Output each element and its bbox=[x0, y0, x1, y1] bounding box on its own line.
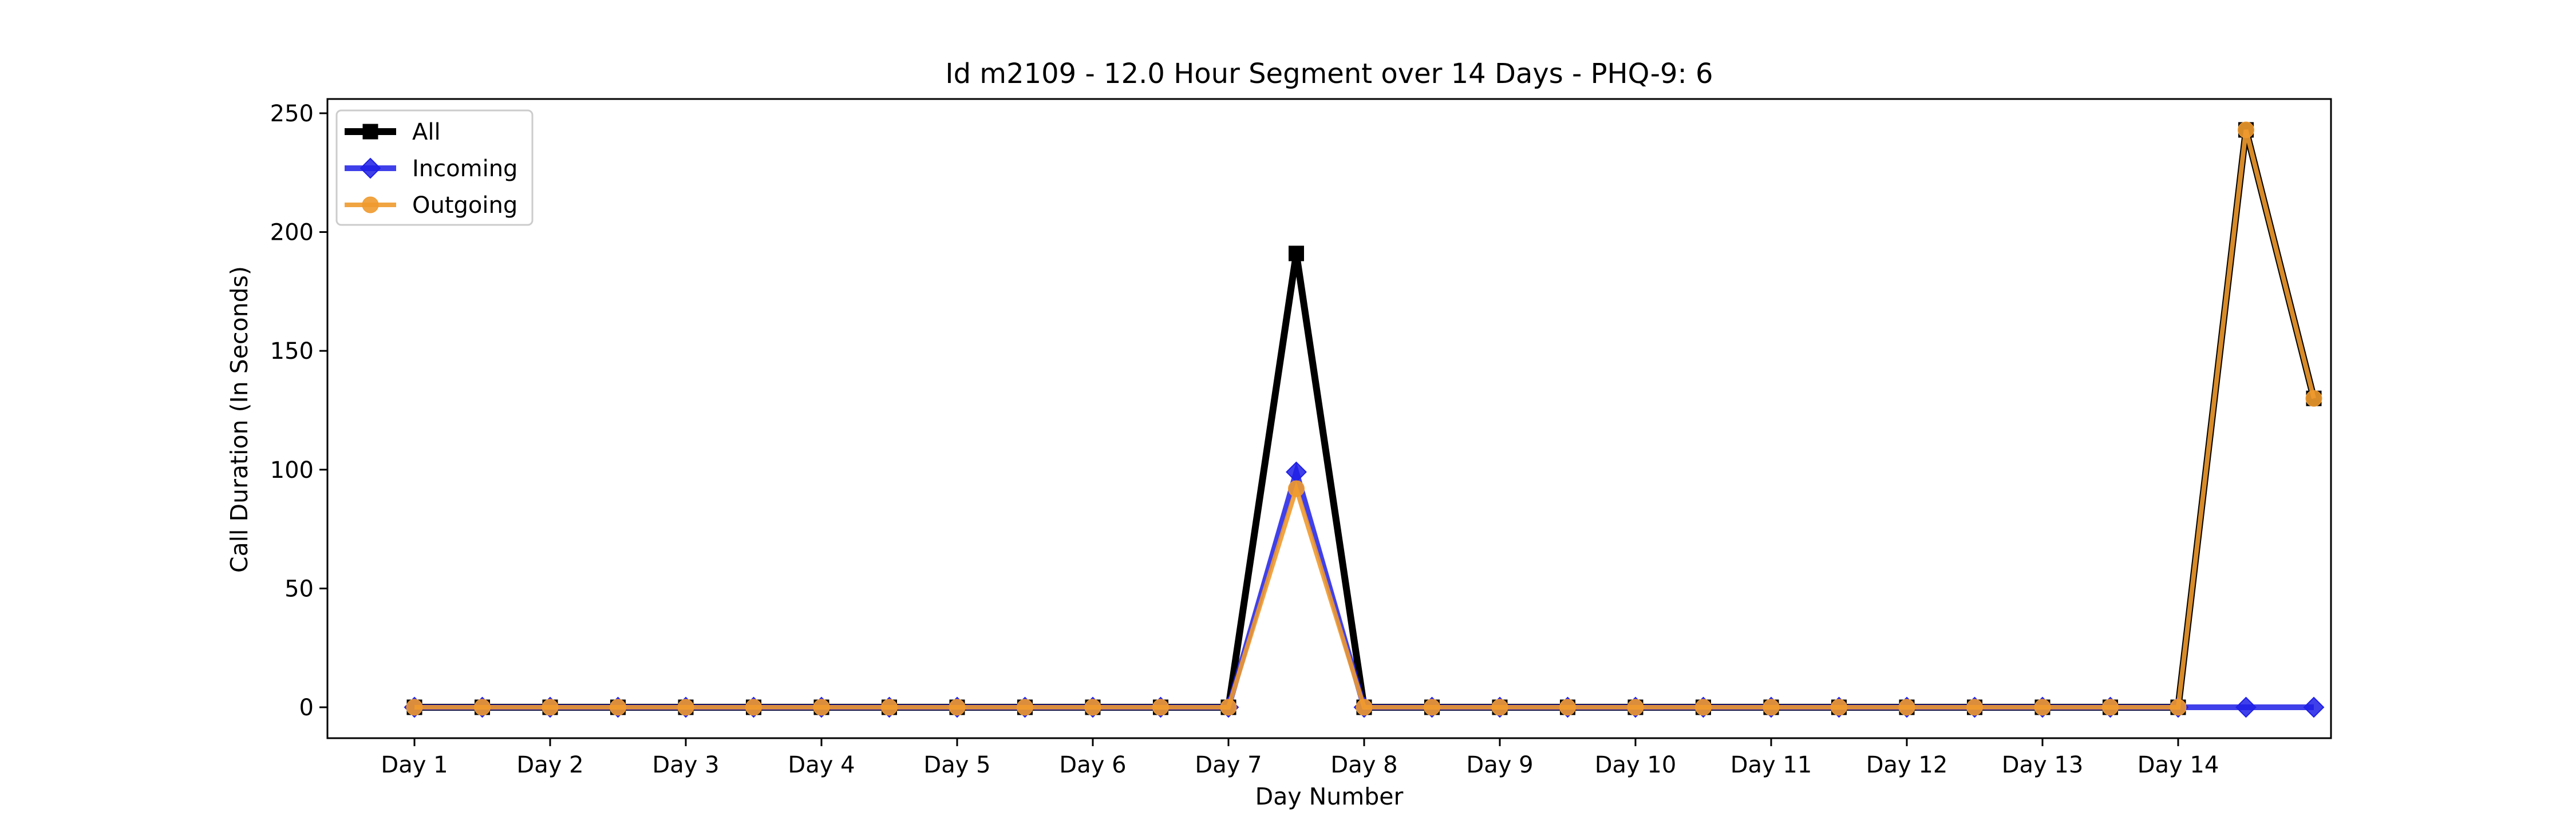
series-line-all bbox=[414, 129, 2317, 711]
data-point-outgoing bbox=[813, 699, 830, 716]
y-tick-label: 150 bbox=[270, 338, 314, 365]
data-point-outgoing bbox=[677, 699, 694, 716]
data-point-outgoing bbox=[745, 699, 762, 716]
legend-box bbox=[335, 109, 534, 226]
axes: 0 50 100 150 200 250 Day 1 Day 2 Day 3 Day 4 Day 5… bbox=[270, 98, 2332, 778]
data-point-outgoing bbox=[2238, 121, 2254, 138]
x-axis-title: Day Number bbox=[1255, 783, 1404, 810]
x-tick-label: Day 2 bbox=[516, 752, 583, 778]
data-point-all bbox=[1289, 245, 1304, 262]
plot-area bbox=[404, 121, 2325, 718]
data-point-outgoing bbox=[1084, 699, 1101, 716]
data-point-outgoing bbox=[1966, 699, 1983, 716]
data-point-outgoing bbox=[1288, 480, 1305, 497]
x-tick-label: Day 3 bbox=[652, 752, 719, 778]
data-point-outgoing bbox=[2305, 390, 2322, 407]
x-tick-label: Day 11 bbox=[1730, 752, 1812, 778]
data-point-incoming bbox=[2303, 696, 2325, 718]
legend-label-all: All bbox=[412, 119, 441, 145]
data-point-outgoing bbox=[1424, 699, 1440, 716]
x-tick-label: Day 9 bbox=[1466, 752, 1533, 778]
data-point-outgoing bbox=[1831, 699, 1847, 716]
series-line-incoming bbox=[414, 461, 2314, 711]
y-tick-label: 50 bbox=[285, 576, 314, 602]
x-tick-label: Day 7 bbox=[1195, 752, 1262, 778]
plot-frame bbox=[326, 98, 2332, 739]
x-tick-label: Day 4 bbox=[788, 752, 855, 778]
x-tick-label: Day 5 bbox=[923, 752, 990, 778]
data-point-outgoing bbox=[1627, 699, 1644, 716]
data-point-outgoing bbox=[2170, 699, 2187, 716]
data-point-outgoing bbox=[1559, 699, 1576, 716]
legend: All Incoming Outgoing bbox=[335, 109, 534, 226]
data-point-outgoing bbox=[2034, 699, 2051, 716]
x-tick-label: Day 10 bbox=[1595, 752, 1677, 778]
data-point-outgoing bbox=[1898, 699, 1915, 716]
data-point-outgoing bbox=[1695, 699, 1712, 716]
data-point-outgoing bbox=[1356, 699, 1373, 716]
x-tick-label: Day 8 bbox=[1330, 752, 1397, 778]
data-point-outgoing bbox=[474, 699, 491, 716]
data-point-outgoing bbox=[2102, 699, 2119, 716]
y-axis-title: Call Duration (In Seconds) bbox=[226, 266, 253, 573]
y-tick-label: 100 bbox=[270, 457, 314, 484]
data-point-incoming bbox=[2235, 696, 2257, 718]
x-tick-label: Day 12 bbox=[1866, 752, 1948, 778]
data-point-outgoing bbox=[881, 699, 898, 716]
data-point-outgoing bbox=[610, 699, 626, 716]
data-point-outgoing bbox=[1220, 699, 1237, 716]
chart-title: Id m2109 - 12.0 Hour Segment over 14 Day… bbox=[945, 58, 1713, 90]
data-point-outgoing bbox=[1017, 699, 1033, 716]
x-tick-label: Day 1 bbox=[381, 752, 448, 778]
x-tick-label: Day 13 bbox=[2002, 752, 2084, 778]
legend-marker-all bbox=[362, 124, 378, 140]
data-point-outgoing bbox=[1152, 699, 1169, 716]
y-tick-label: 0 bbox=[299, 695, 314, 721]
data-point-outgoing bbox=[406, 699, 423, 716]
x-tick-label: Day 14 bbox=[2138, 752, 2219, 778]
data-point-outgoing bbox=[949, 699, 966, 716]
y-tick-label: 250 bbox=[270, 101, 314, 127]
data-point-outgoing bbox=[542, 699, 559, 716]
data-point-outgoing bbox=[1491, 699, 1508, 716]
series-line-outgoing bbox=[414, 129, 2316, 710]
legend-marker-outgoing bbox=[362, 196, 379, 213]
x-tick-label: Day 6 bbox=[1059, 752, 1126, 778]
y-tick-label: 200 bbox=[270, 220, 314, 246]
legend-label-outgoing: Outgoing bbox=[412, 192, 517, 219]
data-point-outgoing bbox=[1763, 699, 1780, 716]
legend-label-incoming: Incoming bbox=[412, 156, 517, 182]
data-point-incoming bbox=[1286, 461, 1307, 483]
legend-marker-incoming bbox=[359, 157, 381, 179]
